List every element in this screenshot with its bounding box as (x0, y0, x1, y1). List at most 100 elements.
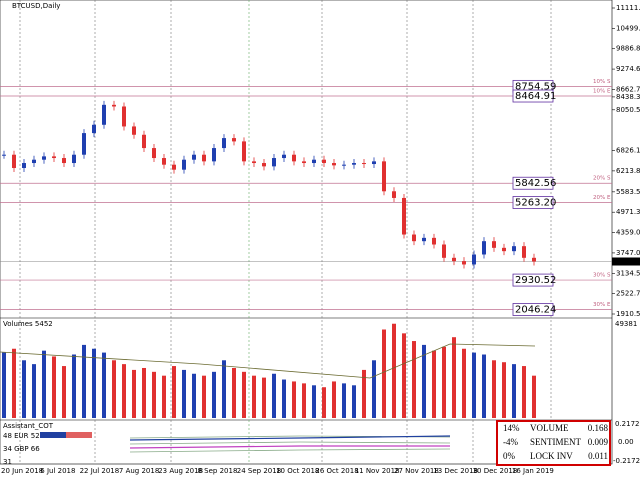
volume-bar (52, 356, 56, 418)
indicator-line (129, 445, 450, 449)
level-tag: 10% S (593, 79, 611, 85)
indicator-title: Assistant_COT (3, 422, 54, 430)
volume-bar (172, 366, 176, 418)
volume-bar (302, 383, 306, 418)
price-label: 6213.85 (616, 167, 640, 175)
volume-bar (132, 369, 136, 418)
volume-bar (492, 360, 496, 418)
cot-row: 31 (3, 458, 12, 466)
candle (412, 234, 416, 242)
level-box (512, 89, 554, 103)
price-label: 8438.35 (616, 93, 640, 101)
volume-bar (212, 371, 216, 418)
volume-title: Volumes 5452 (3, 320, 53, 328)
candle (472, 254, 476, 265)
level-box (512, 273, 554, 287)
level-tag: 20% E (593, 195, 611, 201)
indicator-tick: 0.00 (618, 438, 634, 446)
volume-bar (282, 379, 286, 418)
candle (132, 126, 136, 135)
level-box (512, 176, 554, 190)
candle (112, 104, 116, 107)
price-label: 8662.75 (616, 85, 640, 93)
date-label: 10 Oct 2018 (276, 467, 319, 475)
candle (102, 104, 106, 125)
price-label: 1910.55 (616, 310, 640, 318)
level-tag: 30% S (593, 273, 611, 279)
date-label: 11 Nov 2018 (355, 467, 400, 475)
volume-bar (262, 377, 266, 418)
indicator-tick: -0.2172 (613, 457, 640, 465)
candle (222, 138, 226, 149)
level-box (512, 196, 554, 209)
volume-bar (272, 373, 276, 418)
summary-cell: 14% (503, 423, 520, 433)
date-label: 22 Jul 2018 (80, 467, 120, 475)
price-label: 9886.85 (616, 45, 640, 53)
price-label: 8050.50 (616, 106, 640, 114)
level-tag: 10% E (593, 89, 611, 95)
summary-box (496, 420, 611, 466)
summary-cell: VOLUME (530, 423, 569, 433)
volume-bar (202, 375, 206, 418)
volume-bar (242, 371, 246, 418)
date-label: 20 Jun 2018 (1, 467, 43, 475)
volume-bar (92, 348, 96, 418)
volume-bar (222, 360, 226, 418)
price-label: 3134.55 (616, 269, 640, 277)
volume-bar (392, 323, 396, 418)
candle (512, 246, 516, 252)
price-label: 3747.00 (616, 249, 640, 257)
volume-bar (182, 369, 186, 418)
volume-average (0, 343, 536, 379)
candle (22, 163, 26, 169)
price-label: 4971.30 (616, 208, 640, 216)
volume-bar (352, 385, 356, 418)
summary-cell: 0.011 (588, 451, 608, 461)
candle (232, 138, 236, 142)
indicator-tick: 0.2172 (615, 420, 640, 428)
date-label: 27 Nov 2018 (394, 467, 439, 475)
price-label: 5583.55 (616, 188, 640, 196)
candle (392, 191, 396, 198)
date-label: 26 Oct 2018 (315, 467, 358, 475)
indicator-line (129, 435, 451, 441)
candle (172, 164, 176, 170)
volume-bar (512, 364, 516, 418)
summary-cell: -4% (503, 437, 518, 447)
volume-bar (322, 387, 326, 418)
volume-bar (2, 352, 6, 418)
volume-bar (192, 373, 196, 418)
candle (212, 148, 216, 162)
volume-bar (312, 385, 316, 418)
volume-bar (162, 375, 166, 418)
volume-bar (452, 337, 456, 418)
candle (282, 154, 286, 159)
level-box (512, 303, 554, 316)
volume-bar (62, 366, 66, 418)
level-label: 5263.20 (515, 197, 556, 208)
cot-row: 48 EUR 52 (3, 432, 40, 440)
volume-bar (412, 341, 416, 418)
volume-bar (12, 348, 16, 418)
level-label: 2046.24 (515, 304, 556, 315)
price-label: 11111.33 (616, 4, 640, 12)
date-label: 6 Jul 2018 (40, 467, 75, 475)
level-label: 2930.52 (515, 275, 556, 286)
candle (272, 158, 276, 167)
volume-bar (112, 360, 116, 418)
candle (162, 158, 166, 165)
candle (382, 161, 386, 192)
candle (352, 163, 356, 165)
volume-bar (472, 352, 476, 418)
price-label: 6826.1 (616, 147, 640, 155)
volume-bar (442, 346, 446, 418)
candle (262, 163, 266, 167)
current-label: 3489.00 (615, 258, 640, 266)
price-label: 2522.70 (616, 290, 640, 298)
candle (52, 156, 56, 159)
summary-cell: SENTIMENT (530, 437, 581, 447)
volume-bar (22, 360, 26, 418)
summary-cell: 0% (503, 451, 516, 461)
